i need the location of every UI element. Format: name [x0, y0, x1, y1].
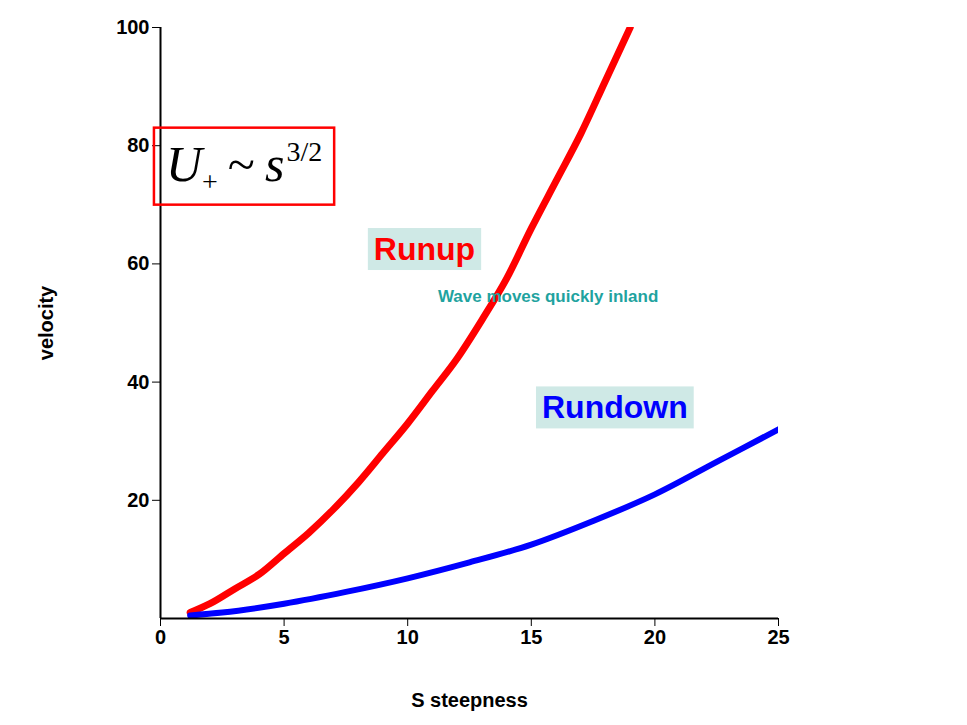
svg-text:U+~s3/2: U+~s3/2 — [166, 136, 322, 197]
svg-text:40: 40 — [127, 371, 149, 393]
svg-text:S steepness: S steepness — [411, 689, 528, 711]
svg-text:Wave moves quickly inland: Wave moves quickly inland — [438, 287, 658, 306]
svg-text:5: 5 — [279, 626, 290, 648]
svg-text:80: 80 — [127, 134, 149, 156]
svg-text:20: 20 — [644, 626, 666, 648]
svg-text:25: 25 — [767, 626, 789, 648]
svg-text:Rundown: Rundown — [542, 389, 688, 425]
svg-text:10: 10 — [397, 626, 419, 648]
svg-text:Runup: Runup — [374, 231, 475, 267]
svg-text:20: 20 — [127, 489, 149, 511]
svg-text:100: 100 — [116, 16, 149, 38]
svg-text:60: 60 — [127, 252, 149, 274]
svg-text:0: 0 — [155, 626, 166, 648]
svg-text:15: 15 — [520, 626, 542, 648]
svg-text:velocity: velocity — [35, 285, 57, 360]
